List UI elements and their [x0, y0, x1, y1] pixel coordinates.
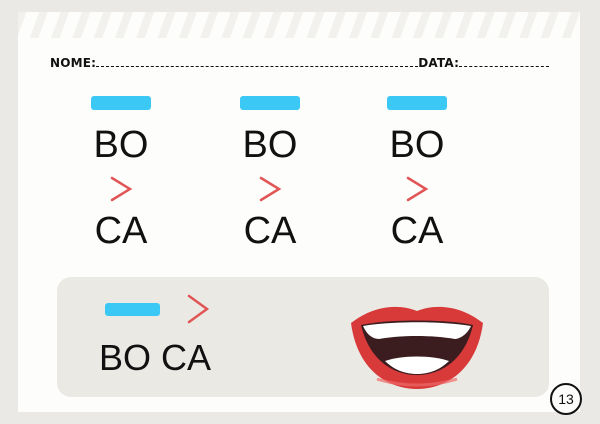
long-vowel-bar: [240, 96, 300, 110]
syllable-column-3: BO CA: [357, 96, 477, 250]
syllable-bottom: CA: [94, 210, 148, 252]
word-panel: BO CA: [57, 277, 549, 397]
chevron-right-icon: [406, 176, 429, 202]
syllable-top: BO: [93, 124, 149, 166]
chevron-right-icon: [187, 294, 210, 324]
date-blank-line: [459, 56, 550, 67]
page-number: 13: [550, 383, 582, 415]
name-label: NOME:: [50, 56, 97, 70]
date-label: DATA:: [418, 56, 460, 70]
syllable-top: BO: [389, 124, 445, 166]
long-vowel-bar: [387, 96, 447, 110]
smiling-lips-icon: [351, 306, 483, 389]
worksheet-header: NOME: DATA:: [50, 56, 550, 70]
syllable-bottom: CA: [243, 210, 297, 252]
long-vowel-bar: [105, 303, 160, 316]
long-vowel-bar: [91, 96, 151, 110]
syllable-column-2: BO CA: [210, 96, 330, 250]
syllable-bottom: CA: [390, 210, 444, 252]
chevron-right-icon: [259, 176, 282, 202]
syllable-top: BO: [242, 124, 298, 166]
name-blank-line: [96, 56, 419, 67]
syllable-column-1: BO CA: [61, 96, 181, 250]
chevron-right-icon: [110, 176, 133, 202]
word-boca: BO CA: [99, 337, 212, 378]
torn-edge: [18, 12, 580, 38]
